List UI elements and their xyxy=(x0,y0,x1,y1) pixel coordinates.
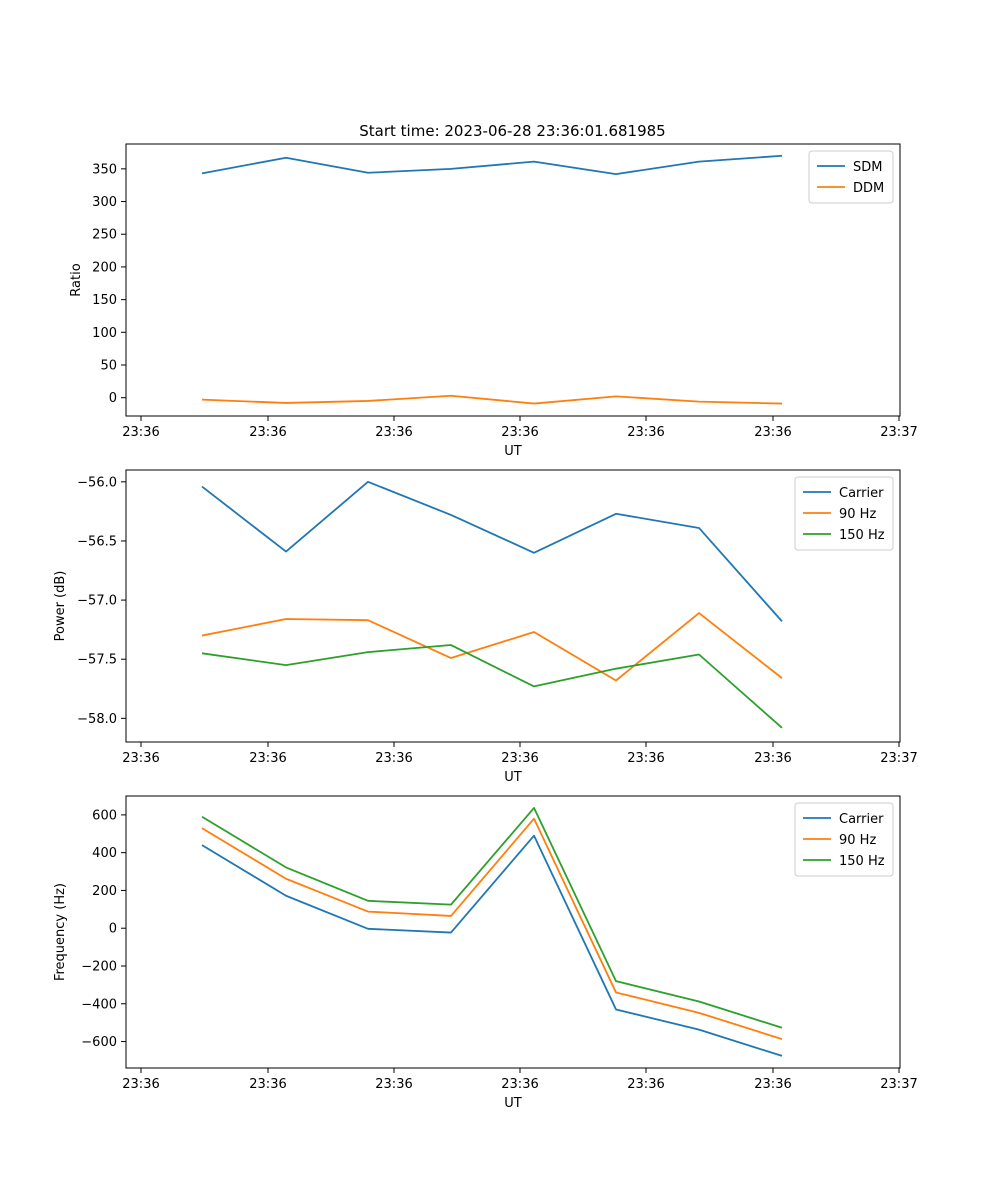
x-tick-label: 23:37 xyxy=(880,1077,917,1092)
x-tick-label: 23:36 xyxy=(122,425,159,440)
legend: Carrier 90 Hz 150 Hz xyxy=(794,802,894,877)
x-tick-label: 23:36 xyxy=(122,751,159,766)
legend: SDM DDM xyxy=(808,150,894,204)
x-tick-label: 23:36 xyxy=(501,751,538,766)
y-tick-label: −56.5 xyxy=(77,534,117,549)
x-axis-label: UT xyxy=(504,444,522,459)
x-tick-label: 23:36 xyxy=(501,1077,538,1092)
y-tick-label: −57.0 xyxy=(77,594,117,609)
legend-entry: Carrier xyxy=(839,812,884,827)
series-line-ddm xyxy=(201,394,783,405)
x-tick-label: 23:36 xyxy=(249,425,286,440)
series-line-90-hz xyxy=(201,817,783,1040)
y-tick-label: 350 xyxy=(92,162,117,177)
y-tick-label: −58.0 xyxy=(77,712,117,727)
x-tick-label: 23:36 xyxy=(754,751,791,766)
legend-entry: 90 Hz xyxy=(839,507,876,522)
y-tick-label: 300 xyxy=(92,195,117,210)
x-axis-label: UT xyxy=(504,1096,522,1111)
figure-title: Start time: 2023-06-28 23:36:01.681985 xyxy=(359,122,665,140)
series-line-sdm xyxy=(201,154,783,175)
x-tick-label: 23:36 xyxy=(754,1077,791,1092)
x-tick-label: 23:37 xyxy=(880,425,917,440)
y-tick-label: −200 xyxy=(81,960,117,975)
series-line-carrier xyxy=(201,834,783,1057)
y-tick-label: −56.0 xyxy=(77,475,117,490)
legend-entry: Carrier xyxy=(839,486,884,501)
y-tick-label: −400 xyxy=(81,997,117,1012)
legend-box xyxy=(794,476,894,551)
x-tick-label: 23:36 xyxy=(249,751,286,766)
y-tick-label: 250 xyxy=(92,228,117,243)
x-tick-label: 23:36 xyxy=(249,1077,286,1092)
x-axis-label: UT xyxy=(504,770,522,785)
x-tick-label: 23:36 xyxy=(627,425,664,440)
series-line-150-hz xyxy=(201,807,783,1029)
y-tick-label: 100 xyxy=(92,326,117,341)
legend-entry: DDM xyxy=(853,181,884,196)
y-tick-label: 0 xyxy=(109,922,117,937)
legend-entry: 150 Hz xyxy=(839,528,885,543)
y-tick-label: 50 xyxy=(100,359,117,374)
legend-entry: 90 Hz xyxy=(839,833,876,848)
y-tick-label: 200 xyxy=(92,884,117,899)
legend-box xyxy=(794,802,894,877)
x-tick-label: 23:36 xyxy=(627,1077,664,1092)
x-tick-label: 23:36 xyxy=(122,1077,159,1092)
x-tick-label: 23:36 xyxy=(627,751,664,766)
legend-entry: 150 Hz xyxy=(839,854,885,869)
series-line-150-hz xyxy=(201,644,783,729)
legend-box xyxy=(808,150,894,204)
y-tick-label: 0 xyxy=(109,391,117,406)
legend: Carrier 90 Hz 150 Hz xyxy=(794,476,894,551)
y-axis-label: Power (dB) xyxy=(53,571,68,642)
y-axis-label: Ratio xyxy=(69,263,84,296)
y-tick-label: 400 xyxy=(92,846,117,861)
x-tick-label: 23:36 xyxy=(754,425,791,440)
y-tick-label: 600 xyxy=(92,808,117,823)
panels: 23:36 23:36 23:36 23:36 23:36 23:36 23:37 0 50 10… xyxy=(53,143,918,1111)
power-panel: 23:36 23:36 23:36 23:36 23:36 23:36 23:37 −58.0… xyxy=(53,469,918,785)
y-tick-label: 200 xyxy=(92,260,117,275)
series-line-90-hz xyxy=(201,612,783,682)
series-line-carrier xyxy=(201,480,783,622)
legend-entry: SDM xyxy=(853,160,882,175)
plot-frame xyxy=(125,795,901,1069)
y-tick-label: −57.5 xyxy=(77,653,117,668)
y-axis-label: Frequency (Hz) xyxy=(53,883,68,981)
x-tick-label: 23:37 xyxy=(880,751,917,766)
x-tick-label: 23:36 xyxy=(375,425,412,440)
x-tick-label: 23:36 xyxy=(501,425,538,440)
y-tick-label: −600 xyxy=(81,1035,117,1050)
y-tick-label: 150 xyxy=(92,293,117,308)
plot-frame xyxy=(125,143,901,417)
frequency-panel: 23:36 23:36 23:36 23:36 23:36 23:36 23:37 −600 −… xyxy=(53,795,918,1111)
ratio-panel: 23:36 23:36 23:36 23:36 23:36 23:36 23:37 0 50 10… xyxy=(69,143,918,459)
plot-frame xyxy=(125,469,901,743)
x-tick-label: 23:36 xyxy=(375,751,412,766)
x-tick-label: 23:36 xyxy=(375,1077,412,1092)
